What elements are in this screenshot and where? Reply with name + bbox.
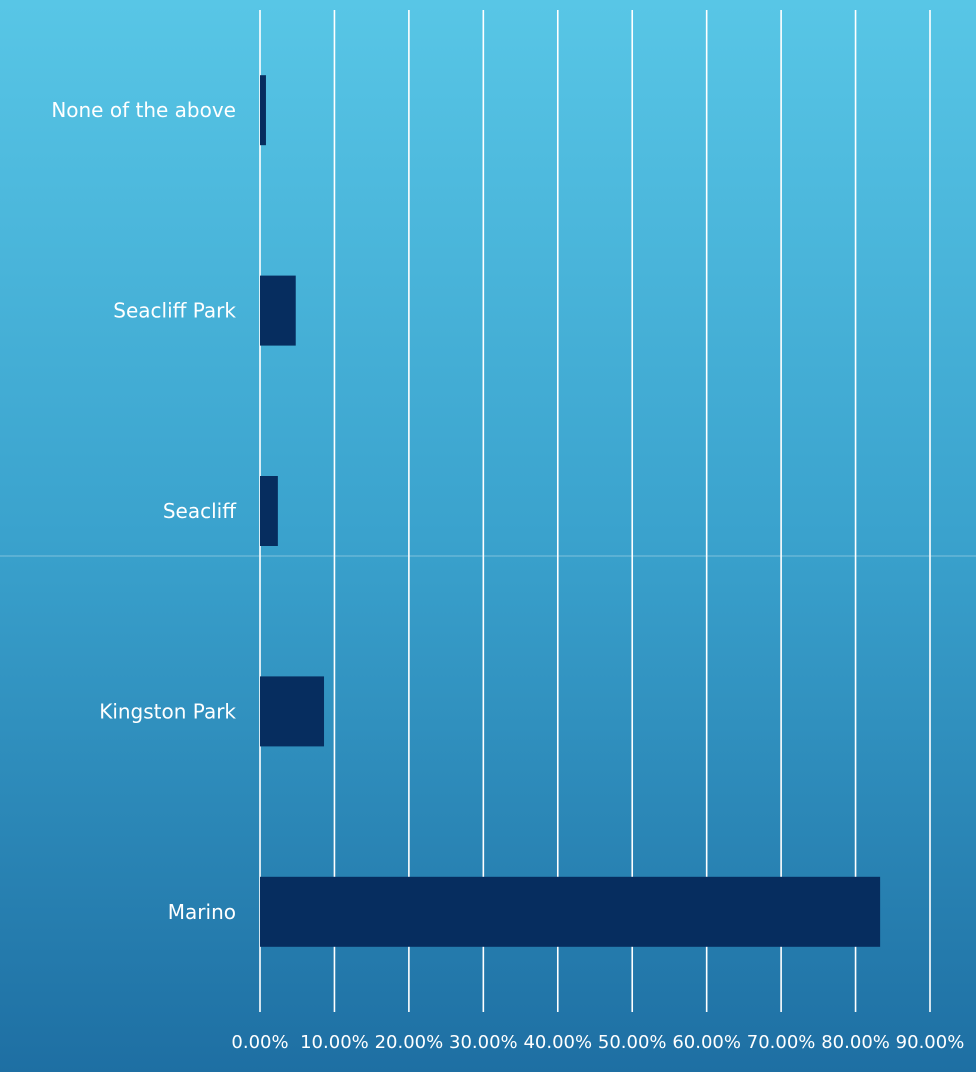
- bar: [260, 676, 325, 747]
- x-tick-label: 50.00%: [598, 1032, 667, 1053]
- category-label: Marino: [168, 900, 236, 924]
- bar: [260, 275, 296, 346]
- x-tick-label: 10.00%: [300, 1032, 369, 1053]
- x-tick-label: 90.00%: [896, 1032, 965, 1053]
- x-tick-label: 30.00%: [449, 1032, 518, 1053]
- x-tick-label: 0.00%: [231, 1032, 288, 1053]
- x-tick-label: 70.00%: [747, 1032, 816, 1053]
- bar: [260, 476, 278, 546]
- x-tick-label: 20.00%: [375, 1032, 444, 1053]
- bar: [260, 75, 266, 146]
- category-label: Seacliff: [163, 499, 237, 523]
- category-label: Kingston Park: [99, 699, 236, 723]
- x-tick-label: 80.00%: [821, 1032, 890, 1053]
- category-label: Seacliff Park: [113, 299, 236, 323]
- bar: [260, 876, 881, 947]
- x-tick-label: 60.00%: [672, 1032, 741, 1053]
- x-tick-label: 40.00%: [523, 1032, 592, 1053]
- category-label: None of the above: [51, 98, 236, 122]
